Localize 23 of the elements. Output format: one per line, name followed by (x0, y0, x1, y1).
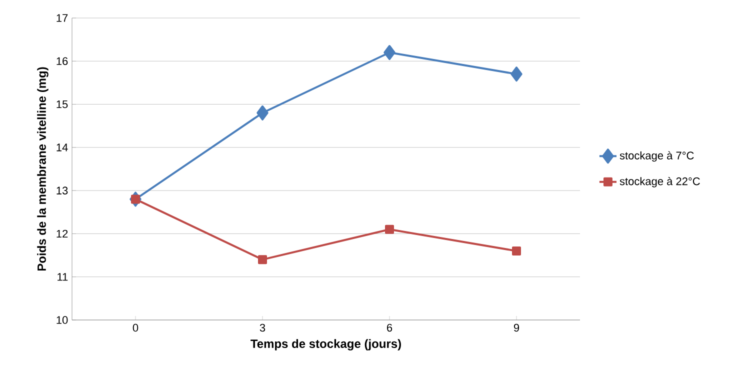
legend-label: stockage à 22°C (620, 177, 700, 188)
y-tick-label: 14 (56, 144, 68, 152)
point (256, 105, 268, 120)
point (131, 194, 140, 204)
y-tick-label: 17 (56, 14, 68, 22)
x-axis-title: Temps de stockage (jours) (250, 339, 401, 350)
y-tick-label: 16 (56, 57, 68, 66)
y-axis-title: Poids de la membrane vitelline (mg) (37, 67, 48, 271)
x-tick-label: 0 (132, 324, 138, 332)
y-tick-label: 12 (56, 230, 68, 238)
point (385, 224, 394, 234)
point (510, 66, 522, 82)
point (512, 246, 521, 256)
x-tick-label: 6 (387, 324, 392, 332)
y-tick-label: 15 (56, 100, 68, 108)
y-tick-label: 11 (58, 273, 68, 281)
y-tick-label: 13 (56, 186, 68, 194)
legend-label: stockage à 7°C (620, 151, 694, 162)
point (384, 45, 396, 60)
y-tick-label: 10 (56, 316, 68, 324)
x-tick-label: 3 (260, 324, 266, 332)
point (258, 255, 268, 264)
x-tick-label: 9 (514, 324, 520, 332)
